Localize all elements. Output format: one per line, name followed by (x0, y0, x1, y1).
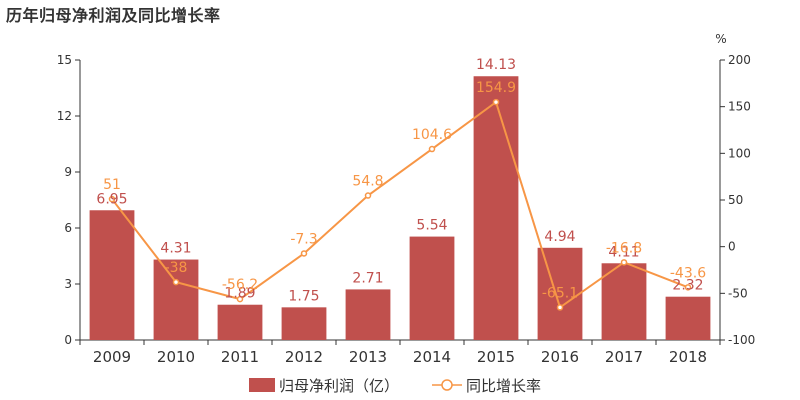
line-value-label: -65.1 (542, 285, 578, 301)
bar (217, 304, 263, 340)
bar-value-label: 1.75 (288, 288, 319, 304)
bar-value-label: 6.95 (96, 191, 127, 207)
data-labels: 6.95 4.31 1.89 1.75 2.71 5.54 14.13 4.94 4.11 2.3… (96, 57, 706, 304)
bar (281, 307, 327, 340)
legend-bar-label[interactable]: 归母净利润（亿） (279, 377, 399, 395)
x-tick-label: 2010 (157, 348, 195, 366)
bar-value-label: 4.31 (160, 241, 191, 257)
line-value-label: 104.6 (412, 127, 452, 143)
line-point (684, 284, 692, 291)
bar-series (89, 76, 711, 341)
line-value-label: 154.9 (476, 80, 516, 96)
left-tick-label: 6 (64, 221, 72, 235)
x-tick-label: 2016 (541, 348, 579, 366)
bar-value-label: 2.32 (672, 278, 703, 294)
line-point (364, 192, 372, 199)
bar (153, 259, 199, 340)
bar (89, 210, 135, 340)
right-tick-label: 100 (728, 146, 751, 160)
axes: 0 3 6 9 12 15 -100 -50 0 50 100 150 200% 2009 2010 2011… (57, 32, 756, 366)
x-tick-label: 2011 (221, 348, 259, 366)
left-tick-label: 15 (57, 53, 72, 67)
line-value-label: 51 (103, 177, 121, 193)
bar-value-label: 1.89 (224, 286, 255, 302)
bar (601, 263, 647, 340)
line-point (492, 98, 500, 106)
bar (473, 76, 519, 341)
legend-bar-swatch[interactable] (249, 378, 275, 392)
bar-value-label: 5.54 (416, 218, 447, 234)
line-value-label: 54.8 (352, 174, 383, 190)
left-tick-label: 3 (64, 277, 72, 291)
bar (665, 296, 711, 340)
x-tick-label: 2018 (669, 348, 707, 366)
right-tick-label: -50 (728, 286, 748, 300)
x-tick-label: 2009 (93, 348, 131, 366)
x-tick-label: 2014 (413, 348, 451, 366)
x-tick-label: 2017 (605, 348, 643, 366)
line-point (172, 278, 180, 286)
x-tick-label: 2015 (477, 348, 515, 366)
line-point (236, 295, 244, 303)
bar (345, 289, 391, 340)
bar-value-label: 4.11 (608, 244, 639, 260)
x-tick-label: 2013 (349, 348, 387, 366)
legend-line-swatch-marker[interactable] (441, 379, 453, 391)
right-tick-label: 200 (728, 53, 751, 67)
bar-value-label: 4.94 (544, 229, 575, 245)
bar-value-label: 2.71 (352, 270, 383, 286)
legend: 归母净利润（亿） 同比增长率 (249, 377, 541, 395)
line-value-label: -43.6 (670, 265, 706, 281)
line-value-label: -56.2 (222, 277, 258, 293)
chart-title: 历年归母净利润及同比增长率 (6, 6, 221, 25)
right-tick-label: -100 (728, 333, 755, 347)
legend-line-label[interactable]: 同比增长率 (466, 377, 541, 395)
left-tick-label: 9 (64, 165, 72, 179)
right-tick-label: 50 (728, 193, 743, 207)
line-series (108, 98, 692, 311)
x-tick-label: 2012 (285, 348, 323, 366)
right-tick-label: 150 (728, 100, 751, 114)
line-point (620, 259, 628, 266)
line-value-label: -7.3 (290, 231, 317, 247)
line-point (108, 195, 116, 203)
line-point (428, 145, 436, 153)
left-tick-label: 0 (64, 333, 72, 347)
line-point (300, 250, 308, 257)
line-value-label: -16.8 (606, 240, 642, 256)
right-tick-label: 0 (728, 240, 736, 254)
left-tick-label: 12 (57, 109, 72, 123)
bar (537, 247, 583, 340)
bar-value-label: 14.13 (476, 57, 516, 73)
right-axis-unit: % (715, 32, 726, 46)
growth-line (111, 100, 689, 310)
line-point (556, 304, 564, 311)
bar (409, 236, 455, 340)
line-value-label: -38 (165, 260, 188, 276)
